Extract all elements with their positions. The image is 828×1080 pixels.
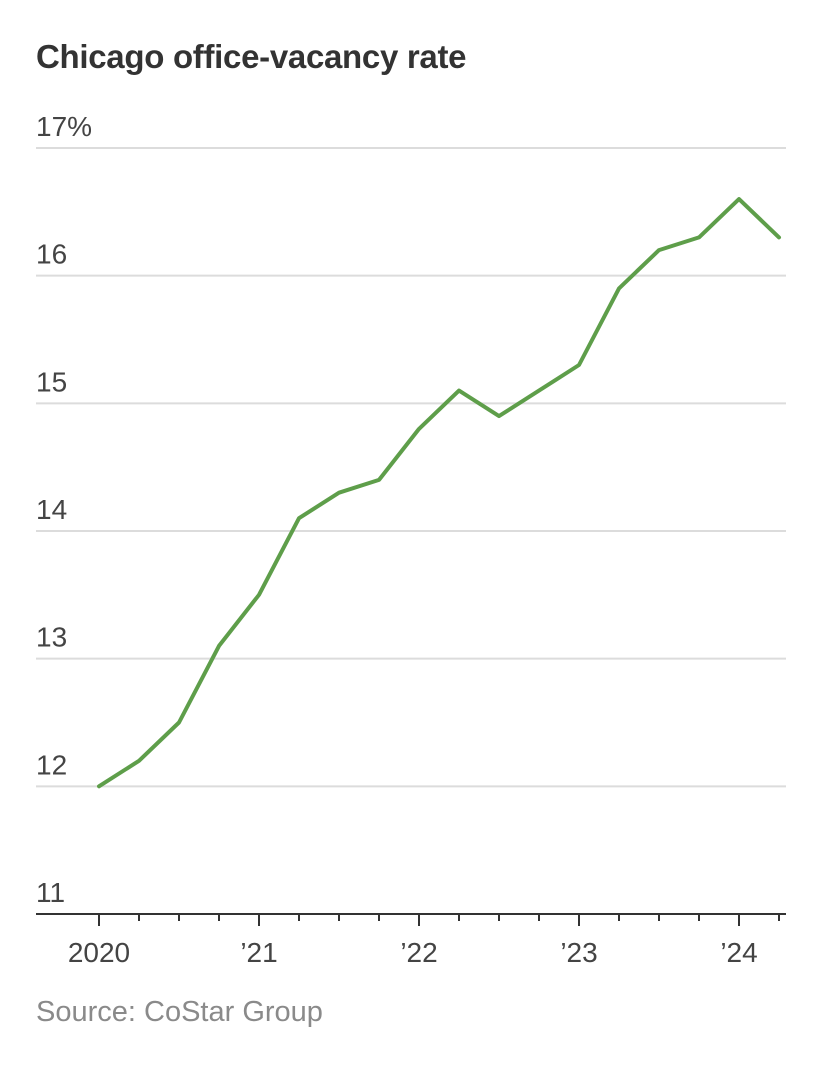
x-tick-label: ’23 — [560, 937, 597, 968]
x-tick-label: ’21 — [240, 937, 277, 968]
series-line — [97, 197, 781, 789]
y-axis-tick-labels: 17% 16 15 14 13 12 11 — [36, 111, 92, 908]
y-tick-label: 17% — [36, 111, 92, 142]
y-tick-label: 11 — [36, 877, 65, 908]
gridlines — [36, 147, 786, 788]
x-tick-label: ’22 — [400, 937, 437, 968]
y-tick-label: 12 — [36, 749, 67, 780]
chart-title: Chicago office-vacancy rate — [36, 38, 467, 75]
y-tick-label: 14 — [36, 494, 67, 525]
x-tick-label: ’24 — [720, 937, 757, 968]
y-tick-label: 16 — [36, 239, 67, 270]
series-lines — [97, 197, 781, 789]
x-tick-label: 2020 — [68, 937, 130, 968]
x-axis: 2020 ’21 ’22 ’23 ’24 — [36, 913, 786, 968]
y-tick-label: 13 — [36, 622, 67, 653]
y-tick-label: 15 — [36, 366, 67, 397]
source-note: Source: CoStar Group — [36, 996, 323, 1028]
